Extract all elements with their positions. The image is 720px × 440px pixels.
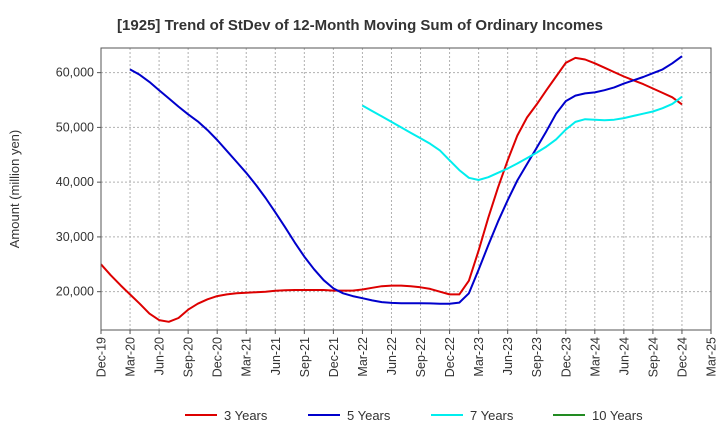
x-tick-label: Dec-20 bbox=[211, 337, 225, 377]
grid bbox=[100, 48, 712, 330]
legend-label: 5 Years bbox=[347, 408, 391, 423]
x-tick-label: Sep-21 bbox=[298, 337, 312, 377]
x-tick-label: Dec-21 bbox=[327, 337, 341, 377]
y-axis-label: Amount (million yen) bbox=[7, 130, 22, 249]
x-tick-label: Jun-22 bbox=[385, 337, 399, 375]
chart-title: [1925] Trend of StDev of 12-Month Moving… bbox=[117, 17, 603, 34]
x-tick-label: Jun-24 bbox=[617, 337, 631, 375]
x-tick-label: Mar-21 bbox=[240, 337, 254, 377]
series-line-5-years bbox=[129, 55, 683, 305]
x-tick-label: Mar-23 bbox=[472, 337, 486, 377]
x-tick-label: Sep-22 bbox=[414, 337, 428, 377]
x-tick-label: Sep-23 bbox=[530, 337, 544, 377]
x-tick-label: Mar-20 bbox=[124, 337, 138, 377]
x-tick-label: Jun-21 bbox=[269, 337, 283, 375]
x-tick-label: Dec-22 bbox=[443, 337, 457, 377]
y-axis-ticks: 20,000 30,000 40,000 50,000 60,000 bbox=[56, 66, 101, 299]
legend-label: 10 Years bbox=[592, 408, 643, 423]
x-tick-label: Jun-20 bbox=[153, 337, 167, 375]
plot-frame bbox=[100, 47, 712, 331]
x-axis-ticks: Dec-19 Mar-20 Jun-20 Sep-20 Dec-20 Mar-21 Jun-… bbox=[95, 330, 719, 377]
y-tick-label: 30,000 bbox=[56, 230, 94, 244]
series-line-3-years bbox=[100, 56, 683, 323]
x-tick-label: Mar-24 bbox=[588, 337, 602, 377]
y-tick-label: 20,000 bbox=[56, 285, 94, 299]
y-tick-label: 60,000 bbox=[56, 66, 94, 80]
series-lines bbox=[100, 55, 683, 323]
legend-label: 7 Years bbox=[470, 408, 514, 423]
y-tick-label: 40,000 bbox=[56, 175, 94, 189]
series-line-7-years bbox=[361, 95, 683, 181]
x-tick-label: Dec-24 bbox=[675, 337, 689, 377]
x-tick-label: Dec-23 bbox=[559, 337, 573, 377]
y-tick-label: 50,000 bbox=[56, 120, 94, 134]
legend-label: 3 Years bbox=[224, 408, 268, 423]
x-tick-label: Jun-23 bbox=[501, 337, 515, 375]
x-tick-label: Mar-22 bbox=[356, 337, 370, 377]
x-tick-label: Sep-20 bbox=[182, 337, 196, 377]
x-tick-label: Dec-19 bbox=[95, 337, 109, 377]
x-tick-label: Mar-25 bbox=[705, 337, 719, 377]
x-tick-label: Sep-24 bbox=[646, 337, 660, 377]
legend: 3 Years 5 Years 7 Years 10 Years bbox=[185, 408, 643, 423]
